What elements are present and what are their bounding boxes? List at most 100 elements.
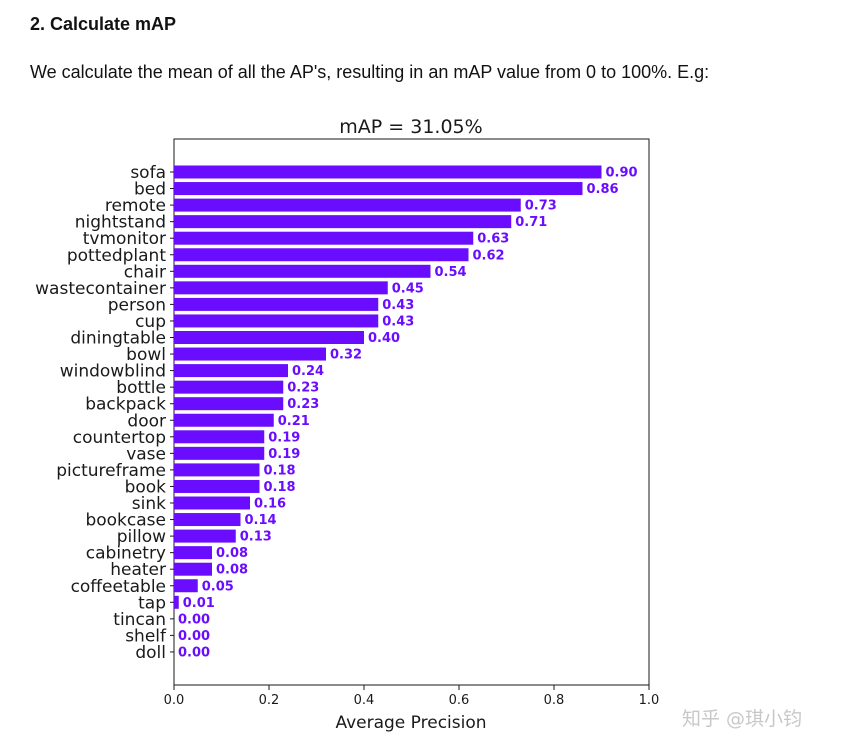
- value-label-bookcase: 0.14: [245, 513, 277, 528]
- bar-vase: [174, 446, 265, 460]
- value-label-tvmonitor: 0.63: [477, 232, 509, 247]
- category-label-chair: chair: [124, 262, 166, 282]
- category-label-pottedplant: pottedplant: [67, 246, 166, 266]
- value-label-windowblind: 0.24: [292, 364, 324, 379]
- category-label-cup: cup: [135, 312, 166, 332]
- bar-bookcase: [174, 513, 241, 527]
- x-axis: 0.0 0.2 0.4 0.6 0.8 1.0: [164, 685, 660, 708]
- x-tick-label-1.0: 1.0: [639, 693, 660, 708]
- value-label-bowl: 0.32: [330, 348, 362, 363]
- value-label-vase: 0.19: [268, 447, 300, 462]
- bar-remote: [174, 198, 521, 212]
- value-label-doll: 0.00: [178, 645, 210, 660]
- bar-pillow: [174, 529, 236, 543]
- bar-backpack: [174, 397, 284, 411]
- bar-bottle: [174, 380, 284, 394]
- category-label-sink: sink: [132, 494, 166, 514]
- value-label-cup: 0.43: [382, 314, 414, 329]
- bar-coffeetable: [174, 579, 198, 593]
- value-label-pottedplant: 0.62: [473, 248, 505, 263]
- value-label-bottle: 0.23: [287, 381, 319, 396]
- watermark: 知乎 @琪小钧: [682, 708, 803, 730]
- bars-layer: 0.900.86 0.730.71 0.630.62 0.54 0.45 0.430.43…: [174, 165, 638, 660]
- value-label-tap: 0.01: [183, 596, 215, 611]
- category-label-remote: remote: [105, 196, 166, 216]
- x-tick-label-0.8: 0.8: [544, 693, 565, 708]
- category-label-bowl: bowl: [126, 345, 166, 365]
- bar-tvmonitor: [174, 231, 474, 245]
- category-label-doll: doll: [135, 643, 166, 663]
- category-label-vase: vase: [126, 444, 166, 464]
- category-label-cabinetry: cabinetry: [86, 544, 166, 564]
- x-tick-label-0.6: 0.6: [449, 693, 470, 708]
- chart-title: mAP = 31.05%: [339, 116, 482, 138]
- bar-pictureframe: [174, 463, 260, 477]
- bar-diningtable: [174, 331, 364, 344]
- bar-door: [174, 413, 274, 427]
- plot-frame: [173, 138, 650, 686]
- bar-cabinetry: [174, 546, 212, 560]
- category-label-nightstand: nightstand: [75, 213, 166, 233]
- x-tick-label-0.2: 0.2: [259, 693, 280, 708]
- category-label-tvmonitor: tvmonitor: [83, 229, 166, 249]
- category-label-diningtable: diningtable: [70, 329, 166, 349]
- value-label-nightstand: 0.71: [515, 215, 547, 230]
- category-label-bed: bed: [134, 180, 166, 200]
- value-label-door: 0.21: [278, 414, 310, 429]
- bar-book: [174, 479, 260, 493]
- value-label-diningtable: 0.40: [368, 331, 400, 346]
- category-label-heater: heater: [110, 560, 166, 580]
- category-label-tincan: tincan: [113, 610, 166, 630]
- bar-bowl: [174, 347, 326, 361]
- value-label-person: 0.43: [382, 298, 414, 313]
- bar-heater: [174, 562, 212, 576]
- value-label-remote: 0.73: [525, 199, 557, 214]
- value-label-heater: 0.08: [216, 563, 248, 578]
- value-label-cabinetry: 0.08: [216, 546, 248, 561]
- category-label-pillow: pillow: [117, 527, 166, 547]
- bar-cup: [174, 314, 379, 328]
- bar-chair: [174, 264, 431, 278]
- value-label-pillow: 0.13: [240, 530, 272, 545]
- category-label-bookcase: bookcase: [85, 511, 166, 531]
- value-label-book: 0.18: [264, 480, 296, 495]
- value-label-bed: 0.86: [587, 182, 619, 197]
- bar-nightstand: [174, 215, 512, 229]
- value-label-sink: 0.16: [254, 497, 286, 512]
- category-label-tap: tap: [138, 593, 166, 613]
- category-label-countertop: countertop: [73, 428, 166, 448]
- value-label-tincan: 0.00: [178, 612, 210, 627]
- bar-windowblind: [174, 364, 288, 378]
- y-axis: sofabedremotenightstandtvmonitorpottedpl…: [35, 163, 174, 663]
- category-label-shelf: shelf: [125, 626, 167, 646]
- bar-bed: [174, 182, 583, 196]
- intro-paragraph: We calculate the mean of all the AP's, r…: [30, 62, 710, 82]
- x-tick-label-0.4: 0.4: [354, 693, 375, 708]
- value-label-chair: 0.54: [435, 265, 467, 280]
- section-heading: 2. Calculate mAP: [30, 14, 177, 34]
- category-label-book: book: [125, 477, 167, 497]
- bar-person: [174, 297, 379, 311]
- category-label-bottle: bottle: [116, 378, 166, 398]
- x-tick-label-0.0: 0.0: [164, 693, 185, 708]
- category-label-pictureframe: pictureframe: [56, 461, 166, 481]
- category-label-sofa: sofa: [130, 163, 166, 183]
- bar-pottedplant: [174, 248, 469, 262]
- value-label-shelf: 0.00: [178, 629, 210, 644]
- category-label-door: door: [127, 411, 166, 431]
- value-label-sofa: 0.90: [606, 166, 638, 181]
- category-label-person: person: [108, 295, 166, 315]
- category-label-windowblind: windowblind: [60, 362, 166, 382]
- bar-countertop: [174, 430, 265, 444]
- bar-sofa: [174, 165, 602, 179]
- category-label-coffeetable: coffeetable: [71, 577, 166, 597]
- value-label-coffeetable: 0.05: [202, 579, 234, 594]
- bar-sink: [174, 496, 250, 510]
- x-axis-label: Average Precision: [335, 713, 486, 733]
- value-label-backpack: 0.23: [287, 397, 319, 412]
- bar-tap: [174, 595, 179, 609]
- value-label-pictureframe: 0.18: [264, 463, 296, 478]
- value-label-wastecontainer: 0.45: [392, 281, 424, 296]
- category-label-backpack: backpack: [85, 395, 166, 415]
